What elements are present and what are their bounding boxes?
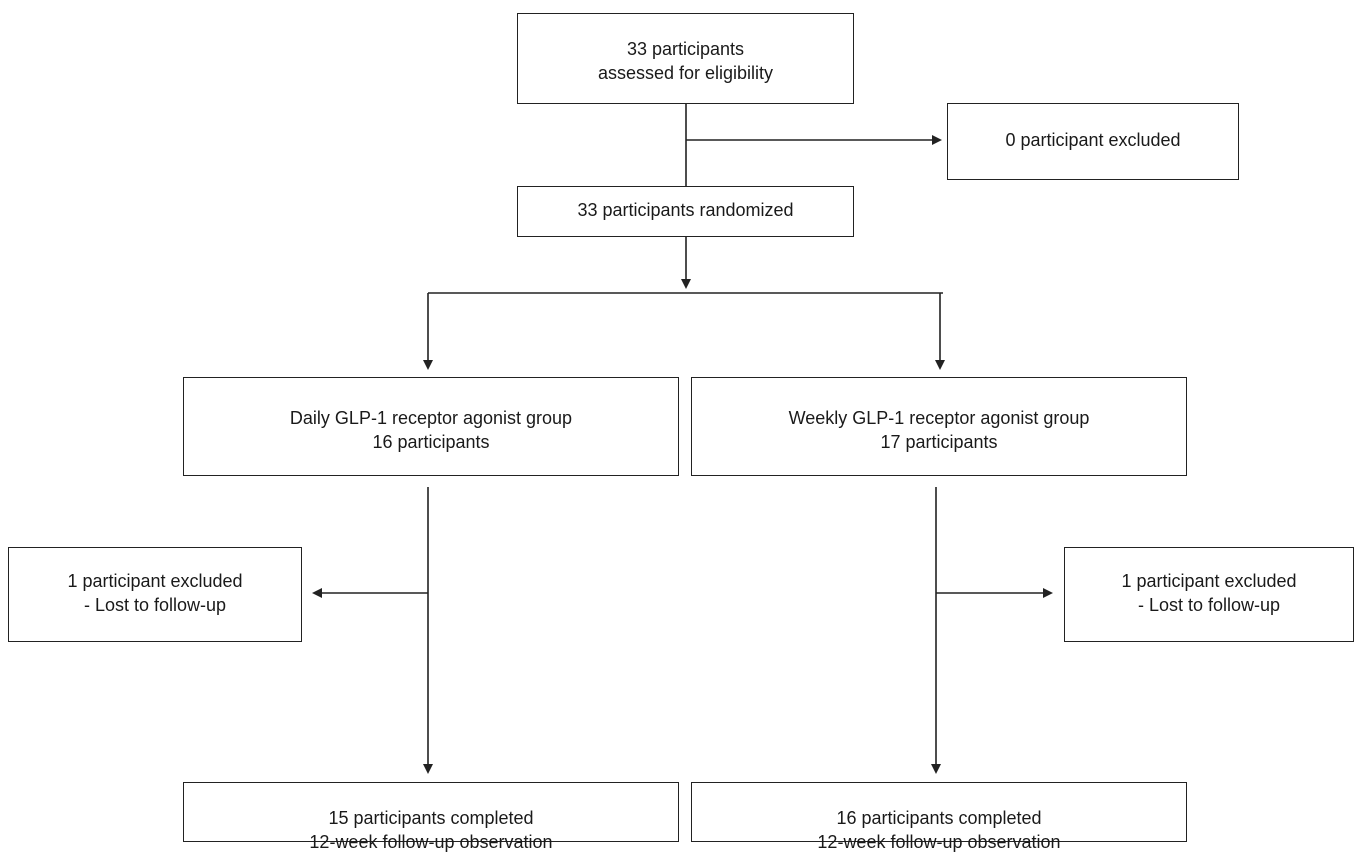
weekly-group-count: 17 participants	[880, 432, 998, 452]
daily-completed-count: 15 participants completed	[328, 808, 534, 828]
weekly-excluded-count: 1 participant excluded	[1121, 571, 1297, 591]
flow-connectors	[312, 104, 1053, 774]
daily-excluded-reason: - Lost to follow-up	[83, 595, 227, 615]
randomized-box: 33 participants randomized	[517, 186, 854, 237]
weekly-completed-count: 16 participants completed	[836, 808, 1042, 828]
daily-group-box: Daily GLP-1 receptor agonist group 16 pa…	[183, 377, 679, 476]
weekly-excluded-box: 1 participant excluded - Lost to follow-…	[1064, 547, 1354, 642]
assessed-box: 33 participants assessed for eligibility	[517, 13, 854, 104]
assessed-label: assessed for eligibility	[597, 63, 774, 83]
excluded-initial-label: 0 participant excluded	[1005, 130, 1181, 150]
weekly-completed-label: 12-week follow-up observation	[817, 832, 1061, 852]
daily-completed-box: 15 participants completed 12-week follow…	[183, 782, 679, 852]
weekly-excluded-reason: - Lost to follow-up	[1137, 595, 1281, 615]
excluded-initial-box: 0 participant excluded	[947, 103, 1239, 180]
weekly-completed-box: 16 participants completed 12-week follow…	[691, 782, 1187, 852]
daily-group-count: 16 participants	[372, 432, 490, 452]
weekly-group-box: Weekly GLP-1 receptor agonist group 17 p…	[691, 377, 1187, 476]
daily-group-title: Daily GLP-1 receptor agonist group	[289, 408, 573, 428]
daily-completed-label: 12-week follow-up observation	[309, 832, 553, 852]
daily-excluded-box: 1 participant excluded - Lost to follow-…	[8, 547, 302, 642]
assessed-count: 33 participants	[626, 39, 745, 59]
randomized-label: 33 participants randomized	[577, 200, 794, 220]
daily-excluded-count: 1 participant excluded	[67, 571, 243, 591]
weekly-group-title: Weekly GLP-1 receptor agonist group	[788, 408, 1090, 428]
